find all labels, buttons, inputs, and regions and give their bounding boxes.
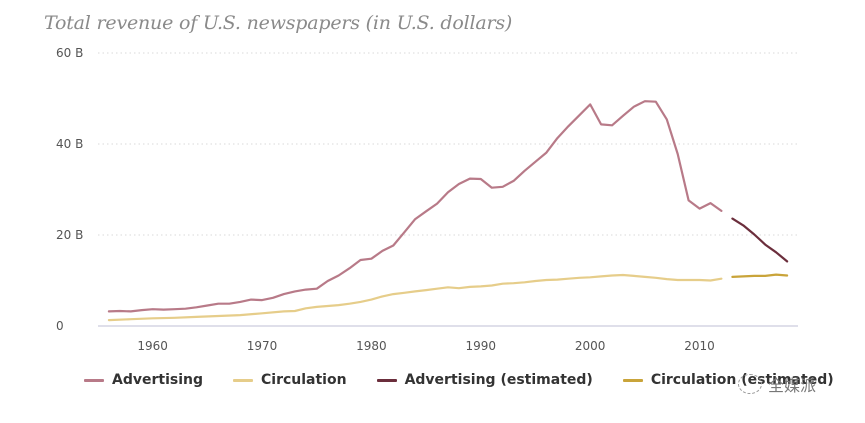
series-line-circulation: [107, 273, 723, 322]
x-tick-label: 2010: [684, 339, 715, 353]
series-line-advertising: [107, 100, 723, 313]
legend-swatch: [233, 378, 253, 382]
watermark-text: 全媒派: [768, 376, 817, 395]
legend-label: Circulation: [261, 372, 347, 388]
legend-label: Advertising: [112, 372, 203, 388]
x-tick-label: 2000: [575, 339, 606, 353]
y-tick-label: 0: [56, 319, 64, 333]
series-line-circulation-estimated: [731, 273, 789, 278]
legend-item[interactable]: Advertising: [84, 372, 203, 388]
series: [107, 100, 789, 322]
watermark: 全媒派: [738, 372, 816, 396]
legend-swatch: [84, 378, 104, 382]
axes: 0 20 B 40 B 60 B 1960 1970 1980 1990 2000 2010: [56, 46, 798, 353]
y-tick-label: 40 B: [56, 137, 83, 151]
legend-label: Advertising (estimated): [404, 372, 593, 388]
y-tick-label: 20 B: [56, 228, 83, 242]
legend-item[interactable]: Circulation: [233, 372, 347, 388]
x-tick-label: 1960: [137, 339, 168, 353]
gridlines: [98, 52, 798, 236]
x-tick-label: 1980: [356, 339, 387, 353]
legend-swatch: [376, 378, 397, 382]
series-line-advertising-estimated: [731, 217, 789, 263]
x-tick-label: 1970: [247, 339, 278, 353]
legend-swatch: [622, 378, 643, 382]
legend-item[interactable]: Advertising (estimated): [376, 372, 593, 388]
y-tick-label: 60 B: [56, 46, 83, 60]
x-tick-label: 1990: [466, 339, 497, 353]
wechat-icon: [738, 374, 762, 394]
chart-title: Total revenue of U.S. newspapers (in U.S…: [44, 12, 513, 34]
